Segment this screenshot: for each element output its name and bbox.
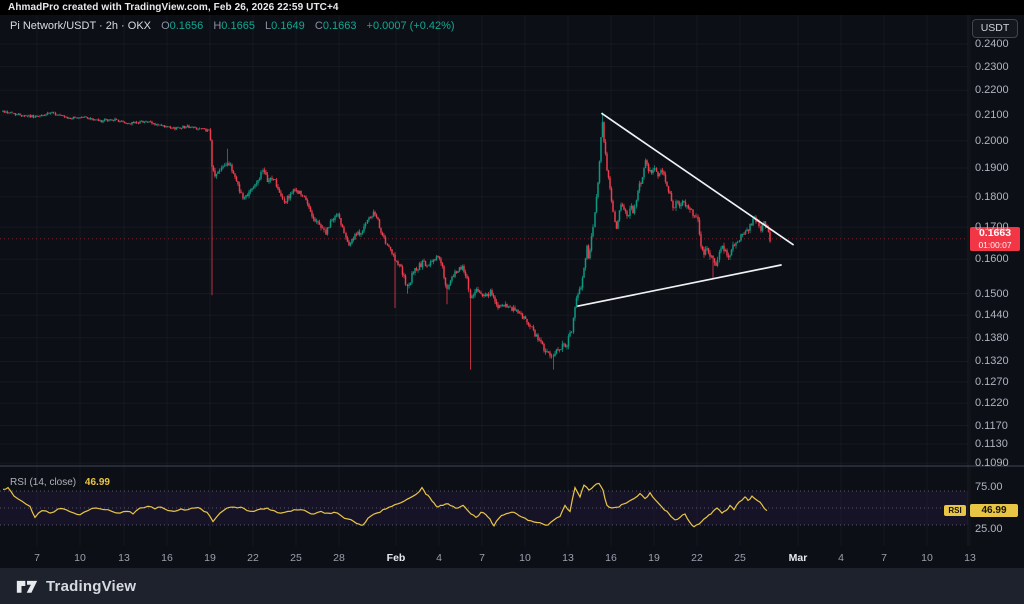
time-axis-tick: 16 — [605, 552, 617, 564]
time-axis-tick: 25 — [290, 552, 302, 564]
price-axis-tick: 0.1500 — [975, 287, 1009, 300]
time-axis-tick: 7 — [479, 552, 485, 564]
price-axis-tick: 0.1900 — [975, 162, 1009, 175]
price-axis-tick: 0.1130 — [975, 437, 1008, 450]
time-axis-tick: 16 — [161, 552, 173, 564]
rsi-bands — [0, 490, 968, 526]
rsi-legend[interactable]: RSI (14, close) 46.99 — [10, 477, 110, 488]
time-axis-tick: 13 — [964, 552, 976, 564]
last-price-label: 0.1663 01:00:07 — [970, 226, 1020, 251]
time-axis[interactable]: 7 10 13 16 19 22 25 28 Feb 4 7 10 13 16 19 22 25 Mar 4 7 10 1… — [0, 548, 1024, 568]
price-axis-tick: 0.1600 — [975, 253, 1009, 266]
change-value: +0.0007 (+0.42%) — [366, 20, 455, 32]
symbol-title: Pi Network/USDT · 2h · OKX — [10, 20, 151, 32]
time-axis-tick: 7 — [881, 552, 887, 564]
rsi-line — [2, 482, 768, 528]
price-axis-tick: 0.1700 — [975, 221, 1009, 234]
price-axis-tick: 0.1320 — [975, 355, 1009, 368]
price-axis-tick: 0.1270 — [975, 375, 1009, 388]
rsi-axis-tick: 75.00 — [975, 480, 1003, 493]
trendline-drawing[interactable] — [601, 112, 794, 246]
time-axis-tick: 19 — [204, 552, 216, 564]
bottom-toolbar: TradingView — [0, 568, 1024, 604]
price-axis-tick: 0.2100 — [975, 108, 1009, 121]
price-axis-tick: 0.2000 — [975, 134, 1009, 147]
price-axis-tick: 0.1220 — [975, 397, 1009, 410]
time-axis-tick: 10 — [519, 552, 531, 564]
rsi-legend-title: RSI (14, close) — [10, 477, 77, 488]
brand-text[interactable]: TradingView — [46, 577, 137, 595]
attribution-text: AhmadPro created with TradingView.com, F… — [8, 2, 339, 13]
rsi-legend-value: 46.99 — [84, 477, 110, 488]
time-axis-tick: 7 — [34, 552, 40, 564]
ohlc-open-label: O — [161, 20, 170, 32]
rsi-pane-tag: RSI — [944, 504, 966, 516]
time-axis-tick: 4 — [838, 552, 844, 564]
attribution-bar: AhmadPro created with TradingView.com, F… — [0, 0, 1024, 15]
price-axis-tick: 0.2400 — [975, 38, 1009, 50]
price-axis-tick: 0.1440 — [975, 309, 1009, 322]
last-price-value: 0.1663 — [978, 226, 1012, 239]
ohlc-low-value: 0.1649 — [271, 20, 305, 32]
candlestick-series — [2, 110, 771, 370]
price-axis[interactable]: USDT 0.1663 01:00:07 46.99 0.2400 0.2300 0… — [968, 15, 1024, 548]
ohlc-low-label: L — [265, 20, 272, 32]
price-axis-tick: 0.2200 — [975, 84, 1009, 97]
time-axis-tick: 25 — [734, 552, 746, 564]
time-axis-tick: 19 — [648, 552, 660, 564]
time-axis-tick: 28 — [333, 552, 345, 564]
ohlc-high-label: H — [213, 20, 222, 32]
trendline-drawing[interactable] — [577, 264, 782, 307]
time-axis-tick: 22 — [247, 552, 259, 564]
time-axis-tick: Feb — [386, 552, 406, 564]
ohlc-close-value: 0.1663 — [322, 20, 357, 32]
tradingview-logo-icon[interactable] — [16, 575, 38, 597]
time-axis-tick: 10 — [74, 552, 86, 564]
price-axis-tick: 0.1380 — [975, 331, 1009, 344]
symbol-legend[interactable]: Pi Network/USDT · 2h · OKX O0.1656 H0.16… — [10, 20, 455, 32]
ohlc-close-label: C — [314, 20, 323, 32]
price-axis-tick: 0.1170 — [975, 419, 1008, 432]
currency-toggle-button[interactable]: USDT — [972, 19, 1018, 38]
gridlines — [0, 43, 968, 464]
price-axis-tick: 0.1800 — [975, 190, 1009, 203]
time-axis-tick: 22 — [691, 552, 703, 564]
rsi-axis-value-chip: 46.99 — [970, 503, 1018, 517]
rsi-axis-tick: 25.00 — [975, 523, 1003, 536]
ohlc-open-value: 0.1656 — [169, 20, 204, 32]
time-axis-tick: 13 — [562, 552, 574, 564]
time-axis-tick: 4 — [436, 552, 442, 564]
time-axis-tick: 10 — [921, 552, 933, 564]
bar-close-countdown: 01:00:07 — [978, 239, 1012, 250]
time-axis-tick: 13 — [118, 552, 130, 564]
time-axis-tick: Mar — [788, 552, 808, 564]
ohlc-high-value: 0.1665 — [221, 20, 255, 32]
price-axis-tick: 0.2300 — [975, 60, 1009, 73]
price-axis-tick: 0.1090 — [975, 457, 1009, 470]
